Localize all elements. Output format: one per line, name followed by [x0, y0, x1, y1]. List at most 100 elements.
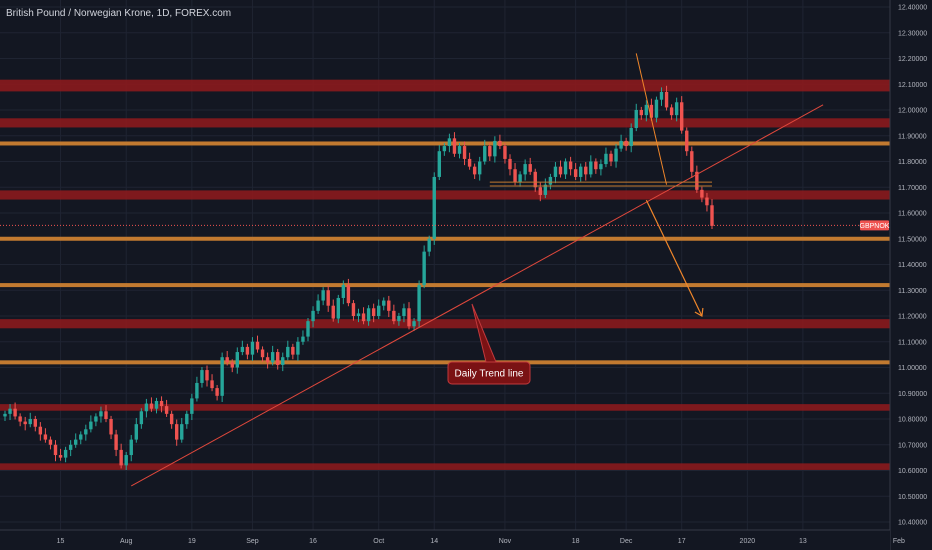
resistance-zone	[0, 79, 890, 92]
candle-body	[356, 313, 361, 316]
candle-body	[685, 130, 689, 152]
candle-body	[144, 403, 149, 412]
y-tick-label: 11.50000	[898, 236, 927, 243]
candle-body	[215, 388, 219, 396]
candle-body	[185, 413, 189, 425]
candle-body	[462, 146, 467, 159]
candle-body	[467, 158, 472, 167]
candle-body	[8, 408, 12, 414]
candle-body	[169, 413, 174, 425]
candle-body	[382, 300, 386, 306]
candle-body	[412, 321, 416, 327]
candle-body	[457, 146, 462, 154]
candle-body	[235, 352, 239, 368]
candle-body	[331, 305, 335, 319]
candle-body	[225, 357, 229, 363]
candle-body	[281, 357, 285, 365]
candle-body	[649, 104, 654, 118]
candle-body	[488, 146, 492, 157]
candle-body	[478, 161, 482, 175]
candle-body	[164, 406, 169, 414]
projection-arrow-head	[694, 307, 704, 317]
candle-body	[306, 321, 310, 337]
y-tick-label: 12.30000	[898, 30, 927, 37]
projection-arrow-line	[645, 199, 703, 317]
candle-body	[291, 346, 295, 355]
candle-body	[220, 357, 224, 396]
price-axis[interactable]	[890, 0, 932, 550]
candle-body	[584, 166, 588, 175]
candle-body	[53, 444, 58, 456]
candle-body	[3, 413, 7, 417]
candle-body	[18, 416, 22, 422]
y-tick-label: 11.10000	[898, 339, 927, 346]
candle-body	[28, 419, 32, 425]
candle-body	[276, 352, 280, 365]
candle-body	[63, 449, 68, 458]
candle-body	[139, 411, 144, 425]
candle-body	[447, 138, 452, 147]
callout-text: Daily Trend line	[455, 369, 524, 380]
x-tick-label: 2020	[740, 538, 756, 545]
candle-body	[548, 176, 553, 185]
candle-body	[195, 382, 199, 399]
candle-body	[614, 148, 618, 162]
support-line	[0, 236, 890, 241]
candle-body	[341, 285, 346, 298]
y-tick-label: 11.40000	[898, 262, 927, 269]
candle-body	[579, 166, 583, 177]
symbol-tag-text: GBPNOK	[860, 223, 890, 230]
candle-body	[634, 110, 638, 129]
candle-body	[680, 102, 684, 131]
support-line	[0, 283, 890, 288]
x-tick-label: Nov	[499, 538, 512, 545]
candle-body	[563, 161, 568, 175]
chart-title: British Pound / Norwegian Krone, 1D, FOR…	[6, 8, 231, 19]
x-tick-label: 15	[57, 538, 65, 545]
candle-body	[472, 166, 477, 175]
x-tick-label: 16	[309, 538, 317, 545]
candle-body	[159, 400, 164, 407]
candle-body	[68, 444, 73, 450]
candle-body	[134, 424, 138, 440]
x-tick-label: 13	[799, 538, 807, 545]
candle-body	[94, 416, 98, 422]
candle-body	[89, 421, 93, 430]
candle-body	[99, 411, 103, 417]
candle-body	[397, 316, 401, 322]
candle-body	[498, 140, 502, 147]
candle-body	[79, 434, 83, 440]
candle-body	[149, 403, 154, 409]
candle-body	[301, 336, 305, 342]
candle-body	[619, 140, 623, 149]
x-tick-label: 17	[678, 538, 686, 545]
candle-body	[245, 346, 250, 355]
candle-body	[43, 434, 48, 440]
candle-body	[437, 151, 441, 177]
x-tick-label: Feb	[893, 538, 905, 545]
candle-body	[154, 400, 159, 409]
candle-body	[13, 408, 17, 417]
x-tick-label: 18	[572, 538, 580, 545]
candle-body	[695, 171, 699, 190]
candle-body	[528, 164, 532, 172]
candle-body	[644, 104, 649, 116]
candle-body	[119, 449, 123, 466]
candle-body	[422, 251, 426, 286]
candle-body	[392, 310, 396, 322]
drawings: GBPNOK11.55177Daily Trend line	[0, 53, 931, 487]
candle-body	[523, 164, 527, 175]
candle-body	[265, 357, 270, 363]
candle-body	[366, 308, 371, 322]
candle-body	[402, 308, 406, 316]
time-axis[interactable]	[0, 530, 890, 550]
y-tick-label: 11.20000	[898, 314, 927, 321]
candle-body	[493, 140, 497, 157]
candle-body	[250, 341, 255, 355]
candle-body	[74, 439, 78, 445]
y-tick-label: 10.80000	[898, 417, 927, 424]
candle-body	[427, 238, 431, 252]
x-tick-label: 14	[430, 538, 438, 545]
